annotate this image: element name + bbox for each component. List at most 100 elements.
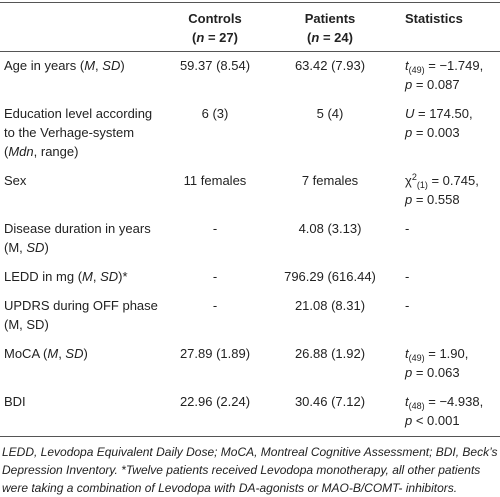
text-run: - <box>405 298 410 313</box>
table-cell: 26.88 (1.92) <box>265 340 395 388</box>
text-run: 6 (3) <box>201 106 229 121</box>
table-cell: t(49) = −1.749, p = 0.087 <box>395 52 500 101</box>
text-run: 2 <box>411 172 417 182</box>
text-run: , range) <box>33 144 79 159</box>
text-run: , <box>95 58 103 73</box>
text-run: , <box>58 346 66 361</box>
text-run: (1) <box>416 180 428 190</box>
text-run: = 1.90, <box>428 346 469 361</box>
row-label: Education level according to the Verhage… <box>0 100 165 167</box>
text-run: = −1.749, <box>428 58 484 73</box>
table-row: Education level according to the Verhage… <box>0 100 500 167</box>
table-cell: - <box>165 263 265 292</box>
table-cell: 22.96 (2.24) <box>165 388 265 437</box>
text-run: UPDRS during OFF phase (M, SD) <box>4 298 158 332</box>
table-cell: 11 females <box>165 167 265 215</box>
row-label: UPDRS during OFF phase (M, SD) <box>0 292 165 340</box>
text-run: 30.46 (7.12) <box>294 394 366 409</box>
table-cell: χ2(1) = 0.745, p = 0.558 <box>395 167 500 215</box>
text-run: = 0.003 <box>412 125 460 140</box>
table-cell: U = 174.50, p = 0.003 <box>395 100 500 167</box>
text-run: Controls ( <box>188 11 242 45</box>
text-run: t <box>405 58 409 73</box>
table-cell: t(49) = 1.90, p = 0.063 <box>395 340 500 388</box>
text-run: M <box>47 346 59 361</box>
text-run: Education level according to the Verhage… <box>4 106 153 159</box>
text-run: p <box>405 192 413 207</box>
table-cell: 63.42 (7.93) <box>265 52 395 101</box>
text-run: t <box>405 346 409 361</box>
text-run: 796.29 (616.44) <box>284 269 376 284</box>
header-cell: Patients (n = 24) <box>265 2 395 52</box>
text-run: ) <box>120 58 125 73</box>
text-run: = 27) <box>204 30 238 45</box>
text-run: = 0.558 <box>412 192 460 207</box>
text-run: LEDD in mg ( <box>4 269 83 284</box>
table-cell: t(48) = −4.938, p < 0.001 <box>395 388 500 437</box>
text-run: 22.96 (2.24) <box>179 394 251 409</box>
text-run: 59.37 (8.54) <box>179 58 251 73</box>
text-run: ) <box>44 240 49 255</box>
table-cell: - <box>395 292 500 340</box>
text-run: , <box>92 269 101 284</box>
text-run: p <box>405 365 413 380</box>
text-run: U <box>405 106 415 121</box>
text-run: SD <box>100 269 119 284</box>
text-run: M <box>82 269 93 284</box>
text-run: n <box>196 30 205 45</box>
text-run: t <box>405 394 409 409</box>
text-run: Disease duration in years (M, <box>4 221 151 255</box>
header-cell: Statistics <box>395 2 500 52</box>
text-run: 26.88 (1.92) <box>294 346 366 361</box>
footnote: LEDD, Levodopa Equivalent Daily Dose; Mo… <box>2 445 498 495</box>
text-run: (48) <box>408 401 425 411</box>
text-run: = 0.063 <box>412 365 460 380</box>
text-run: SD <box>26 240 45 255</box>
table-row: MoCA (M, SD) 27.89 (1.89) 26.88 (1.92) t(49… <box>0 340 500 388</box>
table-cell: - <box>395 263 500 292</box>
text-run: - <box>212 221 218 236</box>
row-label: Sex <box>0 167 165 215</box>
text-run: SD <box>65 346 84 361</box>
text-run: = −4.938, <box>428 394 484 409</box>
text-run: )* <box>118 269 128 284</box>
text-run: Statistics <box>405 11 463 26</box>
table-row: Age in years (M, SD) 59.37 (8.54) 63.42 (7… <box>0 52 500 101</box>
text-run: Mdn <box>8 144 34 159</box>
row-label: LEDD in mg (M, SD)* <box>0 263 165 292</box>
text-run: χ <box>405 173 412 188</box>
table-cell: 21.08 (8.31) <box>265 292 395 340</box>
row-label: MoCA (M, SD) <box>0 340 165 388</box>
table-row: Sex 11 females 7 females χ2(1) = 0.745, p =… <box>0 167 500 215</box>
header-cell <box>0 2 165 52</box>
table-cell: 27.89 (1.89) <box>165 340 265 388</box>
text-run: p <box>405 413 413 428</box>
text-run: MoCA ( <box>4 346 48 361</box>
text-run: - <box>212 269 218 284</box>
table-row: UPDRS during OFF phase (M, SD) - 21.08 (8.… <box>0 292 500 340</box>
text-run: 11 females <box>183 173 247 188</box>
table-cell: 6 (3) <box>165 100 265 167</box>
table-cell: 30.46 (7.12) <box>265 388 395 437</box>
table-row: BDI 22.96 (2.24) 30.46 (7.12) t(48) = −4.93… <box>0 388 500 437</box>
text-run: 27.89 (1.89) <box>179 346 251 361</box>
table-cell: 7 females <box>265 167 395 215</box>
text-run: ) <box>83 346 88 361</box>
header-cell: Controls (n = 27) <box>165 2 265 52</box>
text-run: SD <box>102 58 121 73</box>
text-run: Age in years ( <box>4 58 85 73</box>
text-run: Patients ( <box>304 11 356 45</box>
text-run: M <box>84 58 96 73</box>
table-row: Disease duration in years (M, SD) - 4.08 (… <box>0 215 500 263</box>
text-run: = 174.50, <box>418 106 473 121</box>
text-run: p <box>405 125 413 140</box>
row-label: BDI <box>0 388 165 437</box>
text-run: 4.08 (3.13) <box>298 221 362 236</box>
text-run: n <box>311 30 320 45</box>
text-run: 21.08 (8.31) <box>294 298 366 313</box>
table-cell: - <box>165 292 265 340</box>
table-row: LEDD in mg (M, SD)* - 796.29 (616.44) - <box>0 263 500 292</box>
text-run: BDI <box>4 394 26 409</box>
table-cell: 4.08 (3.13) <box>265 215 395 263</box>
text-run: - <box>405 221 410 236</box>
